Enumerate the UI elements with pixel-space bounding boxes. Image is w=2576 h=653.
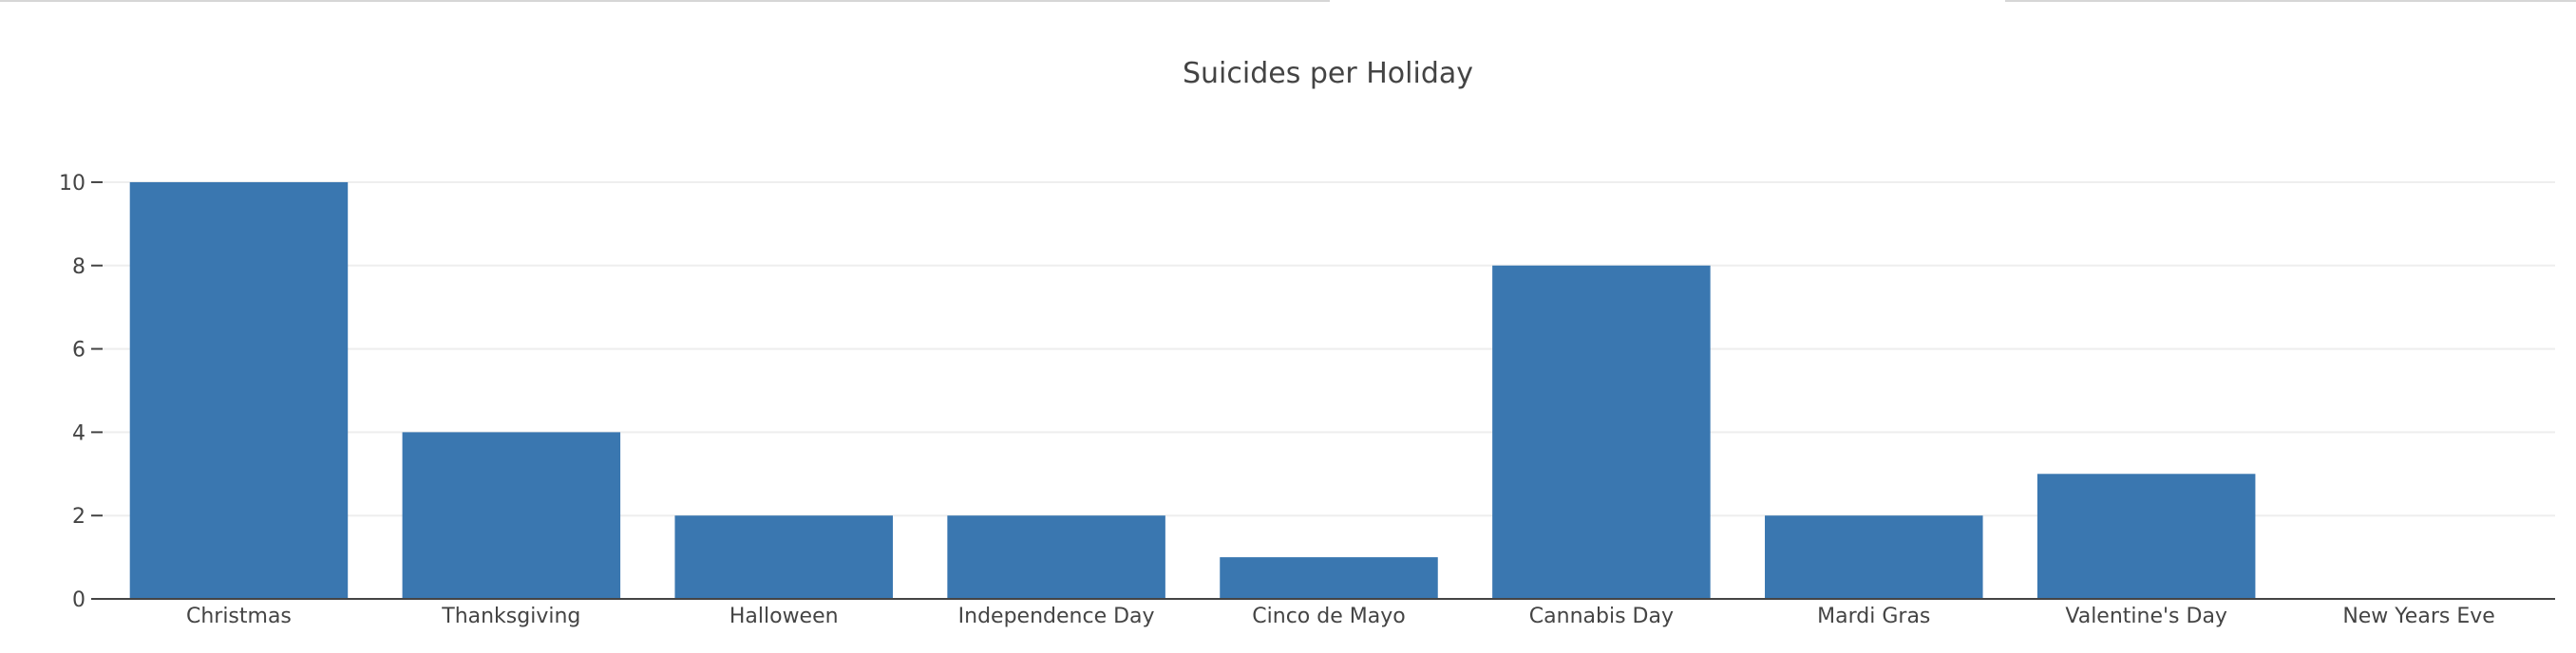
x-tick-label: Valentine's Day [2065,605,2227,628]
x-tick-label: Independence Day [958,605,1155,628]
bar[interactable] [2036,474,2256,599]
bars [129,181,2256,599]
bar[interactable] [129,181,349,599]
y-tick-label: 0 [72,588,85,612]
y-axis-ticks: 0 2 4 6 8 10 [59,172,103,612]
top-border-left [0,0,1330,2]
bar[interactable] [1765,515,1983,599]
y-tick-label: 10 [59,172,85,196]
x-tick-label: Christmas [186,605,292,628]
x-tick-label: Thanksgiving [441,605,580,628]
y-tick-label: 8 [72,255,85,279]
chart-title: Suicides per Holiday [1183,57,1473,90]
y-tick-label: 6 [72,339,85,363]
x-axis-ticks: Christmas Thanksgiving Halloween Independen… [186,605,2495,628]
y-tick-label: 2 [72,505,85,529]
x-tick-label: Halloween [729,605,839,628]
bar[interactable] [1492,265,1711,599]
bar[interactable] [947,515,1165,599]
y-tick-label: 4 [72,421,85,445]
bar[interactable] [674,515,893,599]
x-tick-label: Cinco de Mayo [1252,605,1405,628]
x-tick-label: Cannabis Day [1529,605,1674,628]
x-tick-label: New Years Eve [2342,605,2494,628]
x-tick-label: Mardi Gras [1817,605,1930,628]
bar[interactable] [402,432,621,599]
bar[interactable] [1220,557,1438,599]
top-border-right [2005,0,2576,2]
